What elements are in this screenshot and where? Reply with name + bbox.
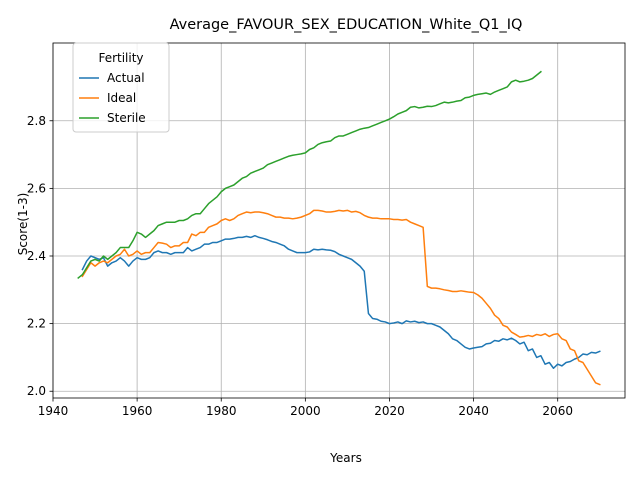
x-tick-label: 1940: [38, 404, 69, 418]
legend-title: Fertility: [98, 51, 143, 65]
series-line-ideal: [81, 209, 601, 386]
legend-label: Actual: [107, 71, 145, 85]
x-tick-label: 1980: [206, 404, 237, 418]
x-axis-ticks: 1940 1960 1980 2000 2020 2040 2060: [38, 398, 573, 418]
y-tick-label: 2.8: [27, 114, 46, 128]
legend-box: [72, 42, 170, 133]
plot-frame: [52, 42, 626, 399]
x-axis-label: Years: [329, 451, 362, 465]
x-tick-label: 2060: [542, 404, 573, 418]
series-line-sterile: [77, 70, 542, 280]
legend-item-actual: Actual: [79, 71, 145, 85]
x-tick-label: 2000: [290, 404, 321, 418]
legend: Fertility Actual Ideal Sterile: [72, 42, 170, 133]
y-axis-label: Score(1-3): [16, 193, 30, 256]
legend-label: Sterile: [107, 111, 146, 125]
x-tick-label: 2020: [374, 404, 405, 418]
y-tick-label: 2.0: [27, 384, 46, 398]
legend-item-ideal: Ideal: [79, 91, 136, 105]
series-line-actual: [81, 234, 601, 369]
y-tick-label: 2.6: [27, 181, 46, 195]
y-tick-label: 2.2: [27, 317, 46, 331]
x-tick-label: 2040: [458, 404, 489, 418]
x-tick-label: 1960: [122, 404, 153, 418]
chart-title: Average_FAVOUR_SEX_EDUCATION_White_Q1_IQ: [170, 17, 523, 33]
series-lines: [77, 70, 601, 386]
legend-item-sterile: Sterile: [79, 111, 146, 125]
y-axis-ticks: 2.0 2.2 2.4 2.6 2.8: [27, 114, 53, 398]
legend-label: Ideal: [107, 91, 136, 105]
y-tick-label: 2.4: [27, 249, 46, 263]
